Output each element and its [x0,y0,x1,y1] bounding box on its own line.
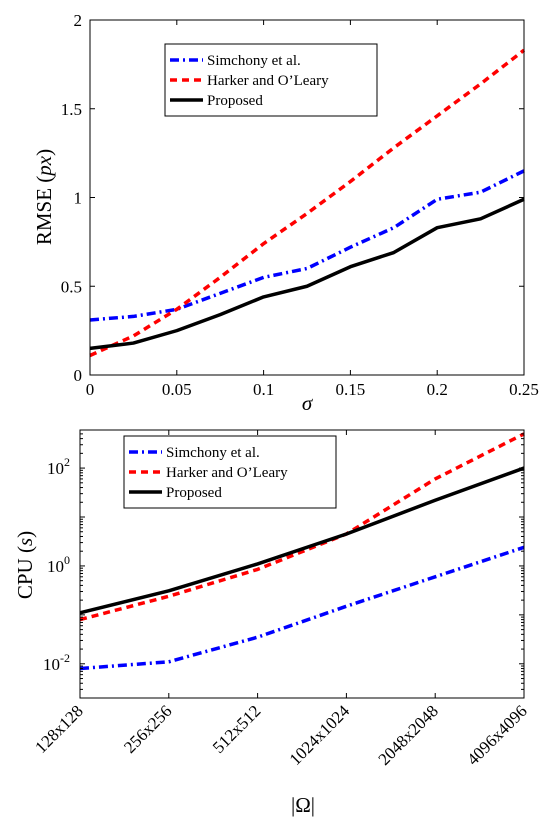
rmse-legend-label: Simchony et al. [207,53,301,69]
cpu-x-tick-label: 256x256 [120,701,176,757]
cpu-y-axis-label: CPU (s) [13,531,37,599]
cpu-x-tick-label: 4096x4096 [463,701,531,769]
rmse-x-tick-label: 0.1 [253,380,274,399]
cpu-series-harker-and-o-leary [79,432,525,622]
cpu-y-tick-label: 100 [47,553,70,576]
rmse-series-simchony-et-al [89,169,525,322]
cpu-x-tick-label: 2048x2048 [374,701,442,769]
rmse-ylabel-unit: px [32,155,56,178]
rmse-y-axis-label: RMSE (px) [32,149,56,245]
rmse-x-tick-label: 0.05 [162,380,192,399]
rmse-axis-ticks: 0 0.05 0.1 0.15 0.2 0.25 0 0.5 1 1.5 2 [61,11,539,399]
cpu-x-tick-label: 1024x1024 [286,701,354,769]
rmse-legend-label: Proposed [207,93,263,109]
svg-text:RMSE (px): RMSE (px) [32,149,56,245]
rmse-y-tick-label: 1 [74,189,83,208]
cpu-legend-label: Harker and O’Leary [166,465,288,481]
cpu-series-simchony-et-al [79,545,525,671]
rmse-chart: 0 0.05 0.1 0.15 0.2 0.25 0 0.5 1 1.5 2 RMSE (px) σ… [32,11,539,415]
cpu-legend-label: Simchony et al. [166,445,260,461]
rmse-x-tick-label: 0 [86,380,95,399]
cpu-legend-label: Proposed [166,485,222,501]
rmse-series-proposed [89,197,525,351]
rmse-x-tick-label: 0.15 [336,380,366,399]
rmse-y-tick-label: 2 [74,11,83,30]
rmse-legend: Simchony et al. Harker and O’Leary Propose… [164,43,378,117]
cpu-legend: Simchony et al. Harker and O’Leary Propose… [123,435,337,509]
cpu-x-axis-label: |Ω| [291,793,315,817]
rmse-x-axis-label: σ [302,391,314,415]
rmse-x-tick-label: 0.2 [427,380,448,399]
rmse-y-tick-label: 0 [74,366,83,385]
cpu-x-tick-label: 128x128 [31,701,87,757]
cpu-chart: 128x128 256x256 512x512 1024x1024 2048x2048 4… [13,429,531,817]
svg-text:CPU (s): CPU (s) [13,531,37,599]
rmse-y-tick-label: 0.5 [61,277,82,296]
rmse-y-tick-label: 1.5 [61,100,82,119]
cpu-y-tick-label: 10-2 [43,651,70,674]
rmse-legend-label: Harker and O’Leary [207,73,329,89]
rmse-ylabel-text: RMSE [32,188,56,245]
cpu-series-lines [79,432,525,671]
cpu-ylabel-text: CPU [13,558,37,599]
rmse-series-lines [89,48,526,358]
cpu-x-tick-label: 512x512 [209,701,265,757]
cpu-ylabel-unit: s [13,538,37,546]
cpu-plot-frame [79,429,525,699]
cpu-y-tick-label: 102 [47,455,70,478]
cpu-series-proposed [79,466,525,615]
rmse-x-tick-label: 0.25 [509,380,539,399]
